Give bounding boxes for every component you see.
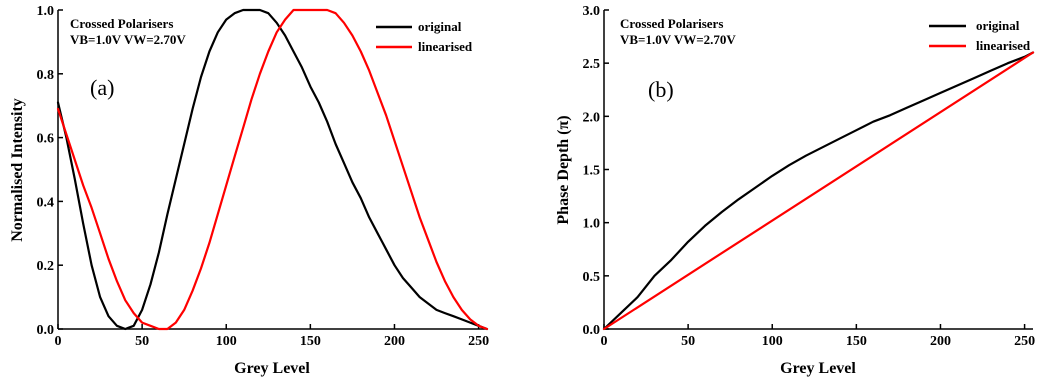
x-axis-title: Grey Level (234, 360, 310, 377)
x-tick-label: 150 (300, 334, 321, 349)
annotation-line-2: VB=1.0V VW=2.70V (620, 32, 736, 47)
annotation-line-2: VB=1.0V VW=2.70V (70, 32, 186, 47)
y-tick-label: 0.8 (37, 68, 55, 83)
x-tick-label: 200 (930, 334, 951, 349)
x-tick-label: 50 (681, 334, 695, 349)
annotation-line-1: Crossed Polarisers (70, 16, 173, 31)
x-tick-label: 250 (1014, 334, 1035, 349)
legend-label-original: original (976, 18, 1020, 33)
x-tick-label: 100 (216, 334, 237, 349)
series-group (56, 8, 489, 331)
legend: original linearised (929, 18, 1031, 53)
y-tick-label: 2.5 (583, 57, 601, 72)
x-tick-label: 100 (762, 334, 783, 349)
x-tick-label: 200 (384, 334, 405, 349)
legend: original linearised (376, 19, 473, 54)
y-tick-label: 0.0 (583, 323, 601, 338)
y-tick-label: 0.2 (37, 259, 55, 274)
panel-label: (a) (90, 75, 114, 100)
series-line-linearised (602, 51, 1035, 331)
y-tick-label: 1.0 (583, 217, 601, 232)
x-axis-title: Grey Level (780, 360, 856, 377)
x-tick-label: 0 (55, 334, 62, 349)
y-axis-title: Normalised Intensity (9, 98, 26, 242)
annotation-line-1: Crossed Polarisers (620, 16, 723, 31)
y-axis-title: Phase Depth (π) (555, 115, 572, 224)
x-tick-label: 150 (846, 334, 867, 349)
y-tick-label: 0.4 (37, 195, 55, 210)
y-tick-label: 2.0 (583, 110, 601, 125)
legend-label-linearised: linearised (976, 38, 1031, 53)
panel-a: 0 50 100 150 200 250 0.0 0.2 0.4 0.6 0.8 1.0 Crosse… (9, 4, 489, 377)
panel-label: (b) (648, 77, 674, 102)
y-tick-label: 0.0 (37, 323, 55, 338)
y-tick-label: 3.0 (583, 4, 601, 19)
series-line-original (602, 51, 1035, 331)
y-tick-label: 0.5 (583, 270, 601, 285)
tick-group: 0 50 100 150 200 250 0.0 0.5 1.0 1.5 2.0 2.5 3.0 (583, 4, 1036, 349)
series-line-original (56, 8, 489, 331)
y-tick-label: 0.6 (37, 132, 55, 147)
tick-group: 0 50 100 150 200 250 0.0 0.2 0.4 0.6 0.8 1.0 (37, 4, 490, 349)
x-tick-label: 250 (468, 334, 489, 349)
x-tick-label: 0 (601, 334, 608, 349)
x-tick-label: 50 (135, 334, 149, 349)
panel-b: 0 50 100 150 200 250 0.0 0.5 1.0 1.5 2.0 2.5 3.0 Cro… (555, 4, 1035, 377)
y-tick-label: 1.5 (583, 164, 601, 179)
series-line-linearised (56, 8, 489, 331)
legend-label-linearised: linearised (418, 39, 473, 54)
series-group (602, 51, 1035, 331)
legend-label-original: original (418, 19, 462, 34)
y-tick-label: 1.0 (37, 4, 55, 19)
